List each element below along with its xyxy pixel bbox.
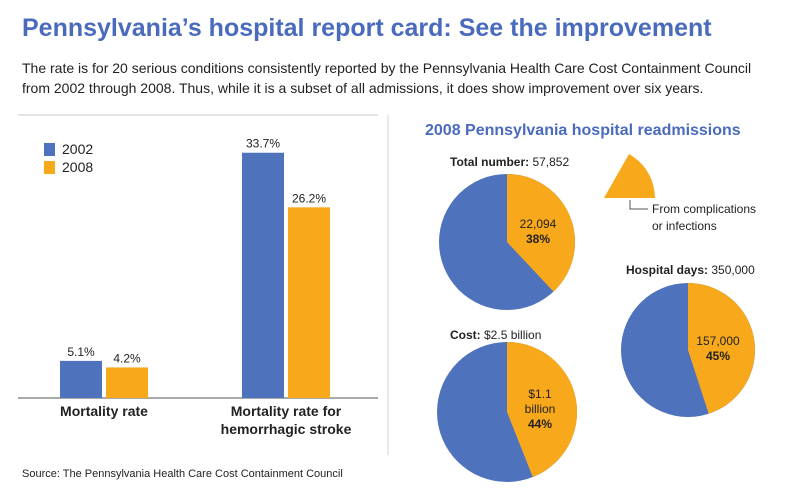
category-label-1-1: hemorrhagic stroke bbox=[221, 421, 352, 437]
pie-0-percent: 38% bbox=[526, 232, 550, 246]
pie-0-total: 57,852 bbox=[529, 155, 569, 169]
legend-swatch-2002 bbox=[44, 143, 55, 156]
legend-note-line-0: From complications bbox=[652, 202, 756, 216]
legend-note-line-1: or infections bbox=[652, 219, 717, 233]
legend-label-2008: 2008 bbox=[62, 159, 93, 175]
pie-0-highlight-slice bbox=[507, 174, 575, 292]
pie-0-header: Total number: 57,852 bbox=[450, 155, 569, 169]
subtitle: The rate is for 20 serious conditions co… bbox=[22, 58, 792, 98]
subtitle-line-2: from 2002 through 2008. Thus, while it i… bbox=[22, 80, 704, 96]
pie-1-highlight-slice bbox=[507, 341, 578, 478]
pie-2-header: Hospital days: 350,000 bbox=[626, 263, 755, 277]
page-title: Pennsylvania’s hospital report card: See… bbox=[22, 14, 712, 42]
category-label-1-0: Mortality rate for bbox=[231, 403, 342, 419]
data-label-2008-0: 4.2% bbox=[113, 351, 141, 365]
source-note: Source: The Pennsylvania Health Care Cos… bbox=[22, 468, 343, 480]
legend-wedge-icon bbox=[604, 154, 655, 198]
pie-0-value-line-0: 22,094 bbox=[520, 217, 557, 231]
pie-0-label: Total number: bbox=[450, 155, 529, 169]
pie-1-percent: 44% bbox=[528, 417, 552, 431]
pie-2-percent: 45% bbox=[706, 349, 730, 363]
pie-1-value-line-0: $1.1 bbox=[528, 387, 552, 401]
category-label-0-0: Mortality rate bbox=[60, 403, 148, 419]
pie-section-title: 2008 Pennsylvania hospital readmissions bbox=[425, 122, 741, 139]
pie-2-value-line-0: 157,000 bbox=[696, 334, 740, 348]
pie-2-label: Hospital days: bbox=[626, 263, 708, 277]
data-label-2008-1: 26.2% bbox=[292, 191, 326, 205]
legend-swatch-2008 bbox=[44, 161, 55, 174]
pie-1-total: $2.5 billion bbox=[481, 328, 542, 342]
legend-label-2002: 2002 bbox=[62, 141, 93, 157]
pie-1-value-line-1: billion bbox=[525, 402, 556, 416]
data-label-2002-0: 5.1% bbox=[67, 345, 95, 359]
bar-2008-0 bbox=[106, 367, 148, 398]
pie-1-header: Cost: $2.5 billion bbox=[450, 328, 541, 342]
bar-2002-1 bbox=[242, 152, 284, 398]
subtitle-line-1: The rate is for 20 serious conditions co… bbox=[22, 60, 752, 76]
pie-1-label: Cost: bbox=[450, 328, 481, 342]
bar-2002-0 bbox=[60, 360, 102, 398]
bar-2008-1 bbox=[288, 207, 330, 398]
legend-callout-line bbox=[629, 200, 648, 210]
pie-2-highlight-slice bbox=[688, 283, 755, 414]
pie-2-total: 350,000 bbox=[708, 263, 755, 277]
data-label-2002-1: 33.7% bbox=[246, 137, 280, 151]
